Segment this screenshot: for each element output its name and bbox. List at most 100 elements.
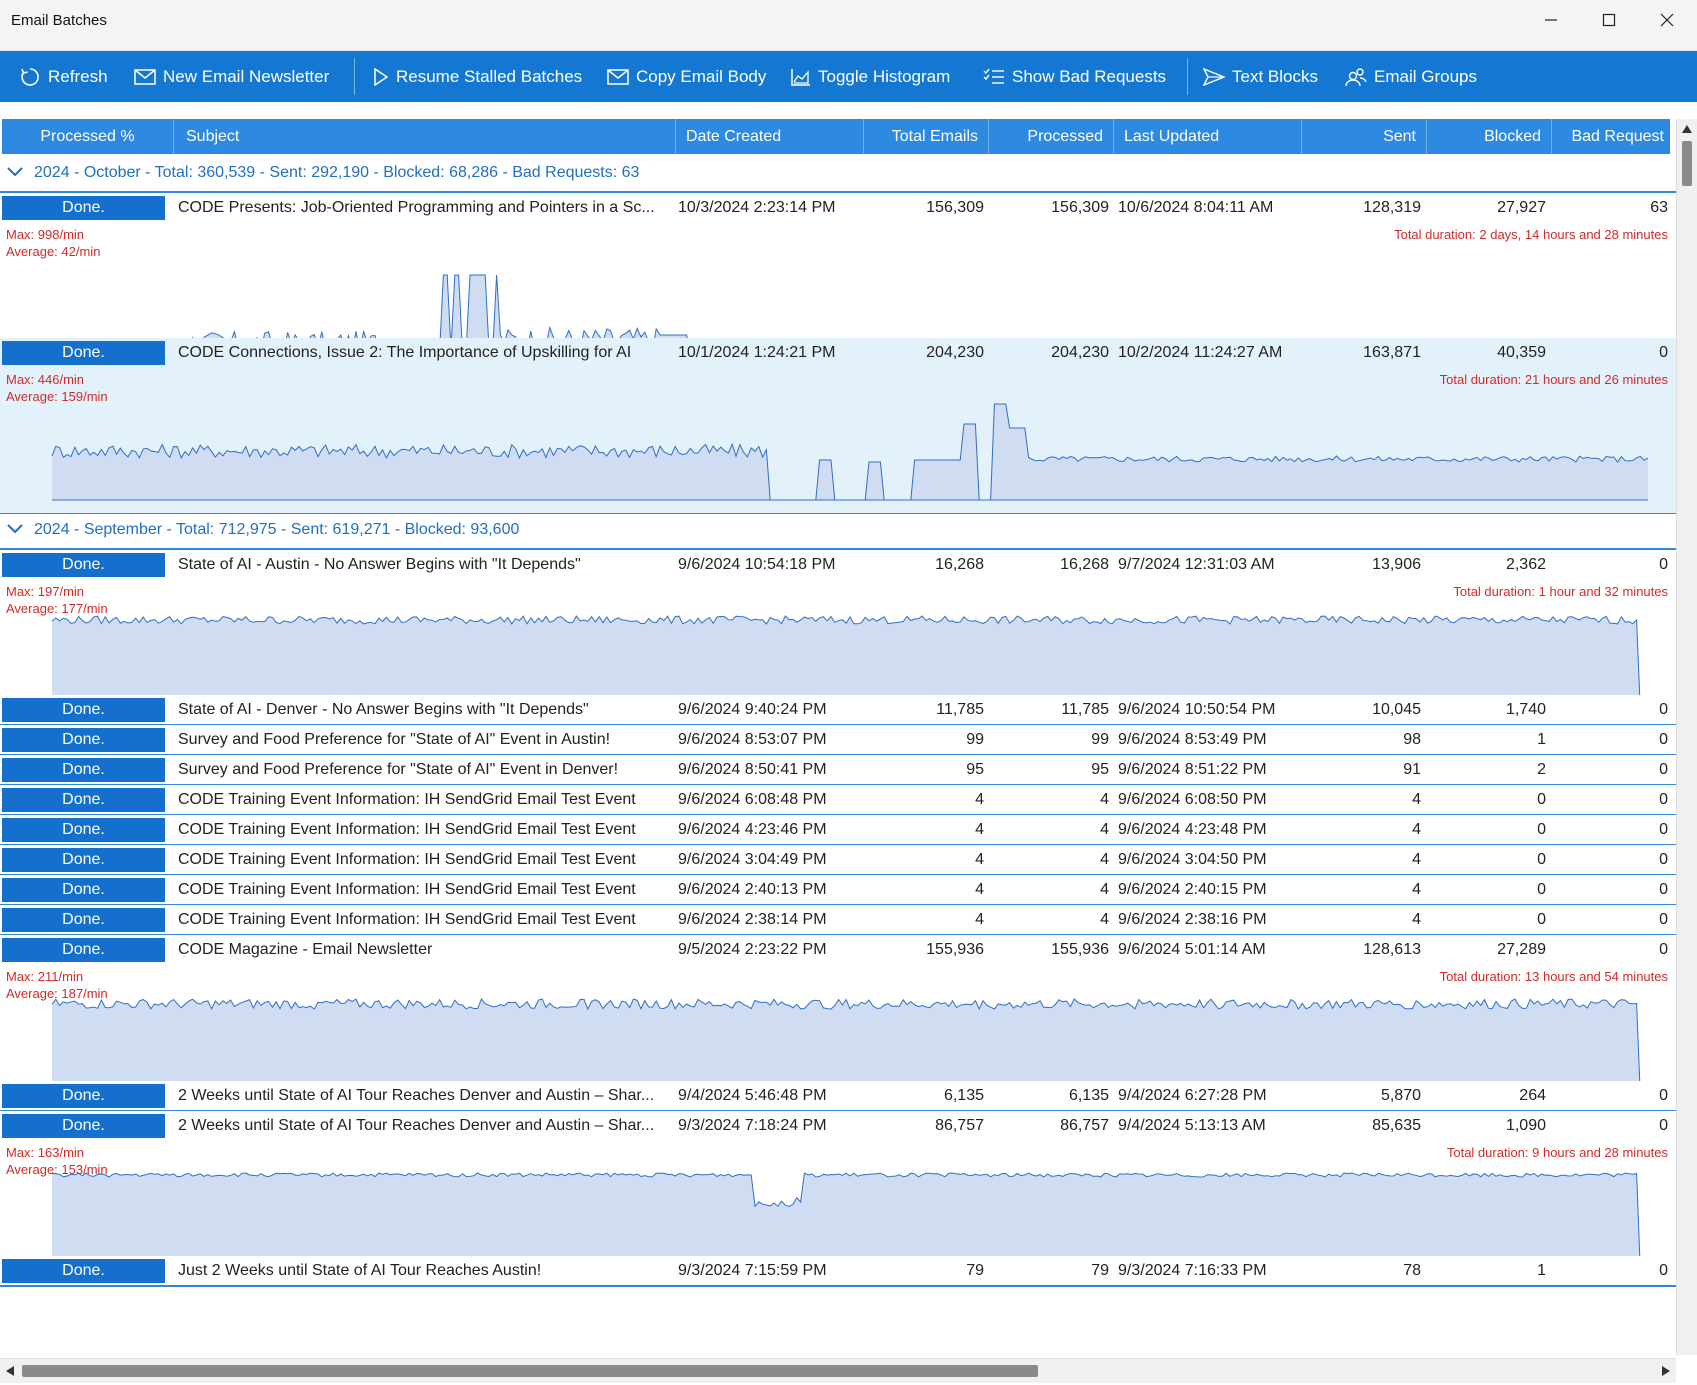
cell-bad: 0 [1659,1087,1668,1104]
histogram-max: Max: 998/min [6,227,85,242]
table-row[interactable]: Done. CODE Training Event Information: IH… [0,905,1676,935]
play-icon [374,67,389,86]
cell-blocked: 264 [1519,1087,1546,1104]
column-header-date-created[interactable]: Date Created [676,119,864,154]
table-row[interactable]: Done. CODE Training Event Information: IH… [0,785,1676,815]
cell-processed: 4 [1100,881,1109,898]
table-row[interactable]: Done. CODE Training Event Information: IH… [0,845,1676,875]
cell-bad: 0 [1659,851,1668,868]
table-row[interactable]: Done. Survey and Food Preference for "Sta… [0,725,1676,755]
toolbar-separator [354,58,355,95]
new-email-newsletter-button[interactable]: New Email Newsletter [134,51,329,102]
cell-total: 95 [966,761,984,778]
cell-subject: 2 Weeks until State of AI Tour Reaches D… [178,1087,655,1104]
cell-date-created: 9/6/2024 10:54:18 PM [678,556,836,573]
column-header-bad-request[interactable]: Bad Request [1571,128,1664,145]
column-header-total-emails[interactable]: Total Emails [864,119,989,154]
histogram-panel: Max: 446/min Average: 159/min Total durati… [0,368,1676,514]
refresh-button[interactable]: Refresh [19,51,108,102]
cell-subject: CODE Presents: Job-Oriented Programming … [178,199,655,216]
histogram-average: Average: 177/min [6,601,108,616]
cell-total: 4 [975,791,984,808]
cell-date-created: 9/6/2024 9:40:24 PM [678,701,827,718]
cell-blocked: 40,359 [1497,344,1546,361]
column-header-blocked[interactable]: Blocked [1427,119,1552,154]
batch-grid: 2024 - October - Total: 360,539 - Sent: … [0,155,1676,1355]
status-badge: Done. [2,1084,165,1108]
chevron-down-icon [7,167,23,177]
table-row[interactable]: Done. Just 2 Weeks until State of AI Tour… [0,1256,1676,1286]
cell-date-created: 9/6/2024 6:08:48 PM [678,791,827,808]
table-row[interactable]: Done. Survey and Food Preference for "Sta… [0,755,1676,785]
cell-subject: CODE Connections, Issue 2: The Importanc… [178,344,632,361]
histogram-average: Average: 153/min [6,1162,108,1177]
vertical-scroll-thumb[interactable] [1682,141,1692,186]
column-header-last-updated[interactable]: Last Updated [1114,119,1302,154]
horizontal-scroll-thumb[interactable] [22,1365,1038,1377]
show-bad-requests-button[interactable]: Show Bad Requests [983,51,1166,102]
table-row[interactable]: Done. State of AI - Denver - No Answer Be… [0,695,1676,725]
cell-last-updated: 9/6/2024 8:53:49 PM [1118,731,1267,748]
cell-date-created: 9/6/2024 8:53:07 PM [678,731,827,748]
cell-sent: 4 [1412,791,1421,808]
cell-blocked: 27,289 [1497,941,1546,958]
close-button[interactable] [1638,0,1696,40]
status-badge: Done. [2,818,165,842]
toggle-histogram-button[interactable]: Toggle Histogram [791,51,950,102]
cell-blocked: 1,090 [1505,1117,1546,1134]
column-header-subject[interactable]: Subject [174,119,676,154]
cell-date-created: 10/1/2024 1:24:21 PM [678,344,836,361]
table-row[interactable]: Done. CODE Training Event Information: IH… [0,875,1676,905]
table-row[interactable]: Done. 2 Weeks until State of AI Tour Reac… [0,1081,1676,1111]
histogram-duration: Total duration: 21 hours and 26 minutes [1439,372,1668,387]
minimize-button[interactable] [1522,0,1580,40]
cell-total: 16,268 [935,556,984,573]
cell-sent: 128,319 [1363,199,1421,216]
group-header-october[interactable]: 2024 - October - Total: 360,539 - Sent: … [0,155,1676,193]
horizontal-scrollbar[interactable] [0,1358,1676,1383]
histogram-chart [51,403,1649,501]
cell-subject: State of AI - Denver - No Answer Begins … [178,701,589,718]
cell-blocked: 2,362 [1505,556,1546,573]
scroll-up-icon [1682,125,1692,133]
text-blocks-button[interactable]: Text Blocks [1203,51,1318,102]
email-groups-button[interactable]: Email Groups [1345,51,1477,102]
close-icon [1660,13,1674,27]
group-label: 2024 - September - Total: 712,975 - Sent… [34,521,520,538]
cell-processed: 99 [1091,731,1109,748]
cell-last-updated: 9/4/2024 6:27:28 PM [1118,1087,1267,1104]
resume-stalled-batches-label: Resume Stalled Batches [396,66,583,86]
maximize-button[interactable] [1580,0,1638,40]
cell-last-updated: 10/2/2024 11:24:27 AM [1118,344,1283,361]
column-header-processed-pct[interactable]: Processed % [2,119,174,154]
area-chart-icon [791,68,810,86]
cell-last-updated: 9/7/2024 12:31:03 AM [1118,556,1275,573]
cell-date-created: 9/6/2024 4:23:46 PM [678,821,827,838]
cell-subject: Survey and Food Preference for "State of… [178,731,611,748]
column-header-sent[interactable]: Sent [1302,119,1427,154]
cell-total: 99 [966,731,984,748]
cell-total: 156,309 [926,199,984,216]
cell-subject: CODE Training Event Information: IH Send… [178,791,636,808]
cell-sent: 78 [1403,1262,1421,1279]
cell-blocked: 0 [1537,911,1546,928]
status-badge: Done. [2,553,165,577]
resume-stalled-batches-button[interactable]: Resume Stalled Batches [373,51,582,102]
cell-processed: 86,757 [1060,1117,1109,1134]
status-badge: Done. [2,698,165,722]
cell-sent: 85,635 [1372,1117,1421,1134]
cell-blocked: 0 [1537,791,1546,808]
cell-processed: 79 [1091,1262,1109,1279]
copy-email-body-button[interactable]: Copy Email Body [607,51,766,102]
status-badge: Done. [2,938,165,962]
window-title: Email Batches [11,12,107,29]
histogram-max: Max: 197/min [6,584,85,599]
table-row[interactable]: Done. CODE Connections, Issue 2: The Impo… [0,338,1676,514]
column-header-processed[interactable]: Processed [989,119,1114,154]
histogram-panel: Max: 163/min Average: 153/min Total durati… [0,1141,1676,1287]
cell-total: 4 [975,911,984,928]
cell-last-updated: 9/6/2024 8:51:22 PM [1118,761,1267,778]
table-row[interactable]: Done. CODE Training Event Information: IH… [0,815,1676,845]
group-header-september[interactable]: 2024 - September - Total: 712,975 - Sent… [0,512,1676,550]
vertical-scrollbar[interactable] [1676,119,1697,1355]
